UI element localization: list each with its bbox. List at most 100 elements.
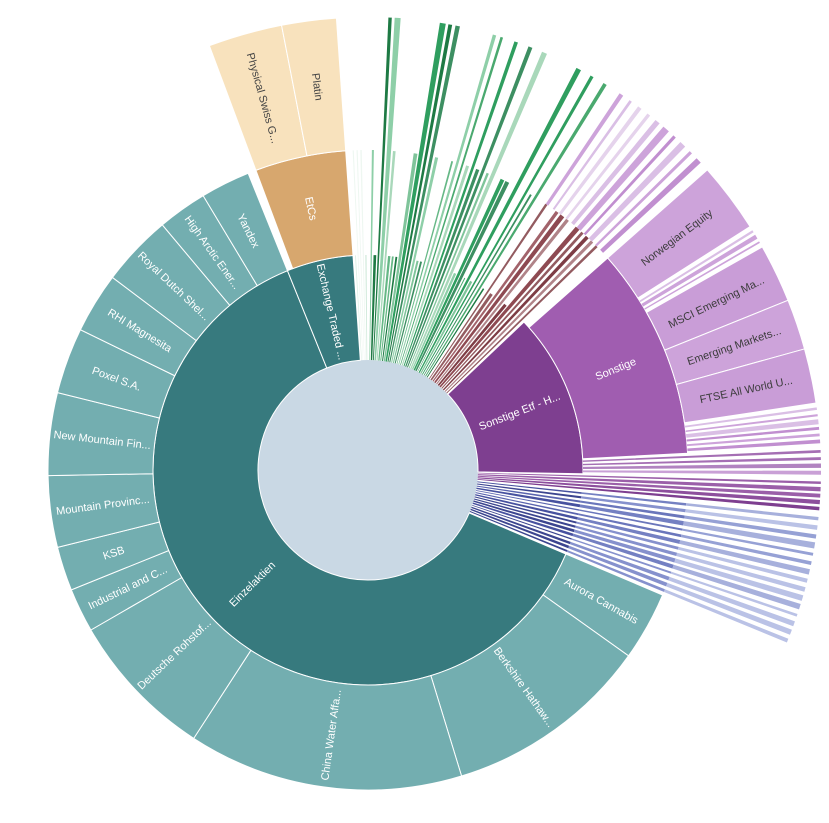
green-slivers[interactable] (380, 256, 394, 361)
segment-platin[interactable] (280, 17, 347, 157)
blue-slivers-inner[interactable] (473, 498, 576, 528)
blue-slivers-inner[interactable] (477, 483, 582, 499)
blue-slivers-mid[interactable] (581, 492, 687, 506)
maroon-slivers[interactable] (437, 303, 507, 386)
blue-slivers-mid[interactable] (579, 509, 683, 531)
green-slivers[interactable] (422, 75, 594, 375)
blue-slivers-outer[interactable] (663, 589, 789, 643)
green-slivers[interactable] (378, 255, 391, 361)
purple-slivers-thin[interactable] (477, 474, 821, 492)
lilac-slivers-right[interactable] (687, 439, 821, 452)
maroon-slivers[interactable] (434, 214, 565, 384)
blue-slivers-outer[interactable] (672, 564, 801, 610)
center-circle[interactable] (258, 360, 478, 580)
maroon-slivers[interactable] (428, 203, 548, 379)
green-slivers[interactable] (423, 194, 532, 376)
maroon-slivers[interactable] (442, 235, 589, 391)
lilac-slivers-right[interactable] (685, 414, 818, 433)
blue-slivers-inner[interactable] (477, 481, 582, 494)
blue-slivers-outer[interactable] (680, 534, 812, 566)
blue-slivers-mid[interactable] (569, 541, 670, 581)
lilac-slivers-right[interactable] (686, 426, 820, 442)
green-slivers[interactable] (408, 172, 489, 369)
blue-slivers-outer[interactable] (668, 576, 795, 627)
maroon-slivers[interactable] (441, 231, 584, 389)
blue-slivers-outer[interactable] (676, 552, 806, 592)
blue-slivers-mid[interactable] (571, 538, 672, 574)
blue-slivers-mid[interactable] (575, 525, 678, 556)
pale-slivers-top[interactable] (352, 150, 364, 361)
lilac-slivers-right[interactable] (684, 407, 817, 428)
blue-slivers-mid[interactable] (568, 545, 668, 587)
lilac-slivers-left[interactable] (576, 126, 669, 231)
purple-slivers-thin[interactable] (477, 478, 820, 511)
pale-slivers-top[interactable] (356, 150, 365, 361)
lilac-slivers-left[interactable] (558, 106, 642, 215)
lilac-slivers-mid[interactable] (644, 241, 760, 310)
blue-slivers-outer[interactable] (683, 521, 816, 549)
green-slivers[interactable] (385, 22, 446, 362)
purple-slivers-thin[interactable] (477, 472, 821, 484)
green-slivers[interactable] (403, 41, 518, 367)
blue-slivers-mid[interactable] (581, 496, 686, 513)
blue-slivers-outer[interactable] (685, 509, 818, 530)
segment-yandex[interactable] (202, 172, 289, 287)
maroon-slivers[interactable] (444, 240, 594, 392)
blue-slivers-inner[interactable] (471, 506, 571, 545)
blue-slivers-mid[interactable] (577, 517, 681, 544)
blue-slivers-mid[interactable] (572, 533, 674, 569)
blue-slivers-inner[interactable] (476, 487, 581, 508)
maroon-slivers[interactable] (446, 245, 598, 394)
blue-slivers-outer[interactable] (679, 540, 810, 575)
blue-slivers-inner[interactable] (476, 485, 581, 503)
green-slivers[interactable] (391, 157, 439, 363)
green-slivers[interactable] (401, 165, 470, 366)
pale-slivers-top[interactable] (354, 255, 362, 361)
blue-slivers-inner[interactable] (473, 500, 575, 533)
blue-slivers-mid[interactable] (579, 504, 684, 526)
green-slivers[interactable] (382, 256, 398, 362)
green-slivers[interactable] (398, 34, 497, 365)
maroon-slivers[interactable] (430, 293, 493, 381)
lilac-slivers-left[interactable] (565, 113, 651, 220)
green-slivers[interactable] (413, 178, 505, 371)
blue-slivers-outer[interactable] (670, 571, 798, 617)
purple-slivers-edge[interactable] (582, 457, 821, 466)
green-slivers[interactable] (374, 17, 401, 361)
blue-slivers-inner[interactable] (476, 490, 580, 511)
maroon-slivers[interactable] (432, 210, 559, 382)
lilac-slivers-left[interactable] (588, 141, 686, 242)
green-slivers[interactable] (396, 161, 454, 364)
purple-slivers-thin[interactable] (477, 475, 821, 498)
green-slivers[interactable] (370, 255, 377, 361)
purple-slivers-edge[interactable] (582, 470, 821, 475)
green-slivers[interactable] (387, 24, 453, 362)
green-slivers[interactable] (426, 288, 485, 378)
lilac-slivers-left[interactable] (583, 135, 676, 236)
blue-slivers-outer[interactable] (682, 528, 814, 556)
green-slivers[interactable] (418, 67, 581, 373)
segment-norwegian-equity[interactable] (606, 169, 751, 299)
blue-slivers-outer[interactable] (674, 558, 804, 601)
maroon-slivers[interactable] (439, 226, 580, 388)
segment-ftse-all-world[interactable] (675, 348, 817, 424)
green-slivers[interactable] (420, 280, 473, 374)
green-slivers[interactable] (425, 83, 607, 377)
lilac-slivers-right[interactable] (686, 433, 820, 447)
segment-sonstige[interactable] (528, 257, 689, 460)
lilac-slivers-left[interactable] (595, 151, 692, 247)
lilac-slivers-left[interactable] (600, 158, 701, 253)
green-slivers[interactable] (389, 25, 460, 363)
blue-slivers-mid[interactable] (576, 521, 679, 550)
purple-slivers-edge[interactable] (582, 450, 821, 462)
maroon-slivers[interactable] (436, 218, 569, 385)
lilac-slivers-left[interactable] (545, 93, 624, 206)
lilac-slivers-right[interactable] (685, 419, 819, 438)
green-slivers[interactable] (394, 261, 423, 364)
blue-slivers-mid[interactable] (580, 500, 685, 519)
pale-slivers-top[interactable] (365, 255, 368, 361)
green-slivers[interactable] (392, 260, 419, 364)
green-slivers[interactable] (372, 17, 392, 361)
green-slivers[interactable] (411, 272, 457, 370)
blue-slivers-outer[interactable] (684, 515, 817, 539)
